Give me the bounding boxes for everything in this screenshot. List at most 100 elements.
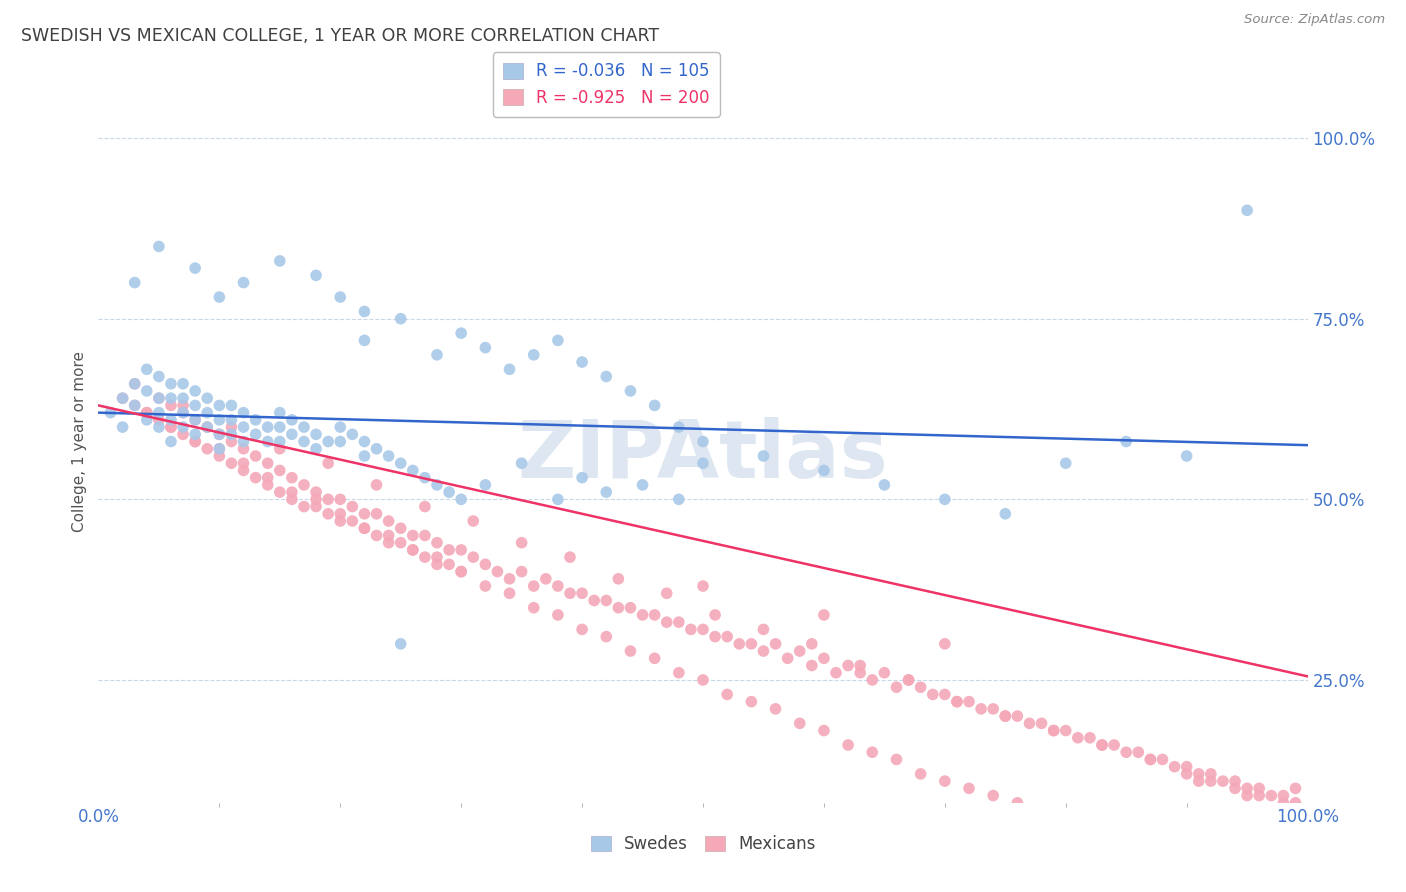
Point <box>437 542 460 557</box>
Point <box>426 348 449 362</box>
Point <box>547 492 569 507</box>
Point <box>1260 789 1282 803</box>
Point <box>571 586 593 600</box>
Point <box>752 644 775 658</box>
Point <box>221 398 243 412</box>
Point <box>571 470 593 484</box>
Point <box>256 478 278 492</box>
Point <box>1007 796 1029 810</box>
Point <box>135 384 157 398</box>
Point <box>329 290 352 304</box>
Point <box>111 391 134 405</box>
Point <box>957 781 980 796</box>
Point <box>1199 774 1222 789</box>
Point <box>886 680 908 694</box>
Point <box>981 789 1004 803</box>
Point <box>135 362 157 376</box>
Point <box>994 507 1017 521</box>
Point <box>583 593 606 607</box>
Point <box>305 268 328 283</box>
Point <box>765 702 787 716</box>
Point <box>897 673 920 687</box>
Point <box>510 456 533 470</box>
Point <box>800 658 823 673</box>
Point <box>1054 723 1077 738</box>
Point <box>728 637 751 651</box>
Point <box>1223 781 1246 796</box>
Point <box>1067 731 1090 745</box>
Point <box>232 456 254 470</box>
Point <box>1188 774 1211 789</box>
Point <box>305 427 328 442</box>
Point <box>402 528 425 542</box>
Point <box>426 558 449 572</box>
Point <box>402 542 425 557</box>
Point <box>269 420 291 434</box>
Point <box>389 535 412 549</box>
Point <box>172 398 194 412</box>
Point <box>148 391 170 405</box>
Point <box>631 607 654 622</box>
Point <box>860 745 883 759</box>
Point <box>353 521 375 535</box>
Point <box>498 586 520 600</box>
Point <box>873 665 896 680</box>
Point <box>534 572 557 586</box>
Point <box>607 572 630 586</box>
Point <box>716 687 738 701</box>
Point <box>208 442 231 456</box>
Point <box>366 442 388 456</box>
Point <box>800 637 823 651</box>
Point <box>377 449 399 463</box>
Point <box>523 348 546 362</box>
Point <box>148 420 170 434</box>
Point <box>704 607 727 622</box>
Point <box>160 434 183 449</box>
Point <box>172 376 194 391</box>
Point <box>111 391 134 405</box>
Point <box>208 427 231 442</box>
Point <box>1007 709 1029 723</box>
Point <box>195 420 218 434</box>
Point <box>813 651 835 665</box>
Point <box>353 507 375 521</box>
Point <box>269 406 291 420</box>
Point <box>232 406 254 420</box>
Point <box>377 535 399 549</box>
Point <box>377 514 399 528</box>
Point <box>221 434 243 449</box>
Point <box>1128 831 1150 846</box>
Point <box>1199 767 1222 781</box>
Point <box>655 586 678 600</box>
Point <box>426 550 449 565</box>
Point <box>1249 781 1271 796</box>
Point <box>668 665 690 680</box>
Point <box>897 673 920 687</box>
Point <box>873 478 896 492</box>
Point <box>184 413 207 427</box>
Legend: Swedes, Mexicans: Swedes, Mexicans <box>583 828 823 860</box>
Point <box>547 334 569 348</box>
Point <box>1175 767 1198 781</box>
Point <box>366 478 388 492</box>
Point <box>281 427 304 442</box>
Point <box>740 695 762 709</box>
Point <box>111 420 134 434</box>
Point <box>463 514 485 528</box>
Point <box>413 470 436 484</box>
Point <box>655 615 678 630</box>
Point <box>1163 760 1185 774</box>
Point <box>450 542 472 557</box>
Point <box>1284 781 1306 796</box>
Point <box>195 406 218 420</box>
Point <box>558 586 581 600</box>
Point <box>305 492 328 507</box>
Point <box>208 449 231 463</box>
Point <box>172 406 194 420</box>
Point <box>860 673 883 687</box>
Point <box>402 542 425 557</box>
Point <box>426 478 449 492</box>
Point <box>221 456 243 470</box>
Point <box>1054 456 1077 470</box>
Point <box>740 637 762 651</box>
